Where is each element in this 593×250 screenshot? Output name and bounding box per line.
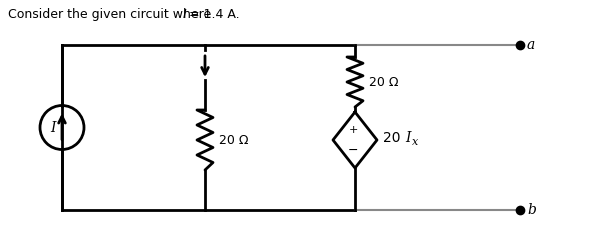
Text: −: − [347, 144, 358, 156]
Text: a: a [527, 38, 535, 52]
Text: 20 Ω: 20 Ω [219, 134, 248, 146]
Text: I: I [50, 120, 56, 134]
Text: b: b [527, 203, 536, 217]
Text: = 1.4 A.: = 1.4 A. [189, 8, 240, 21]
Text: Consider the given circuit where: Consider the given circuit where [8, 8, 215, 21]
Text: +: + [348, 125, 358, 135]
Text: x: x [412, 137, 418, 147]
Text: 20 Ω: 20 Ω [369, 76, 398, 88]
Text: I: I [405, 131, 410, 145]
Text: I: I [183, 8, 187, 21]
Text: 20: 20 [383, 131, 405, 145]
